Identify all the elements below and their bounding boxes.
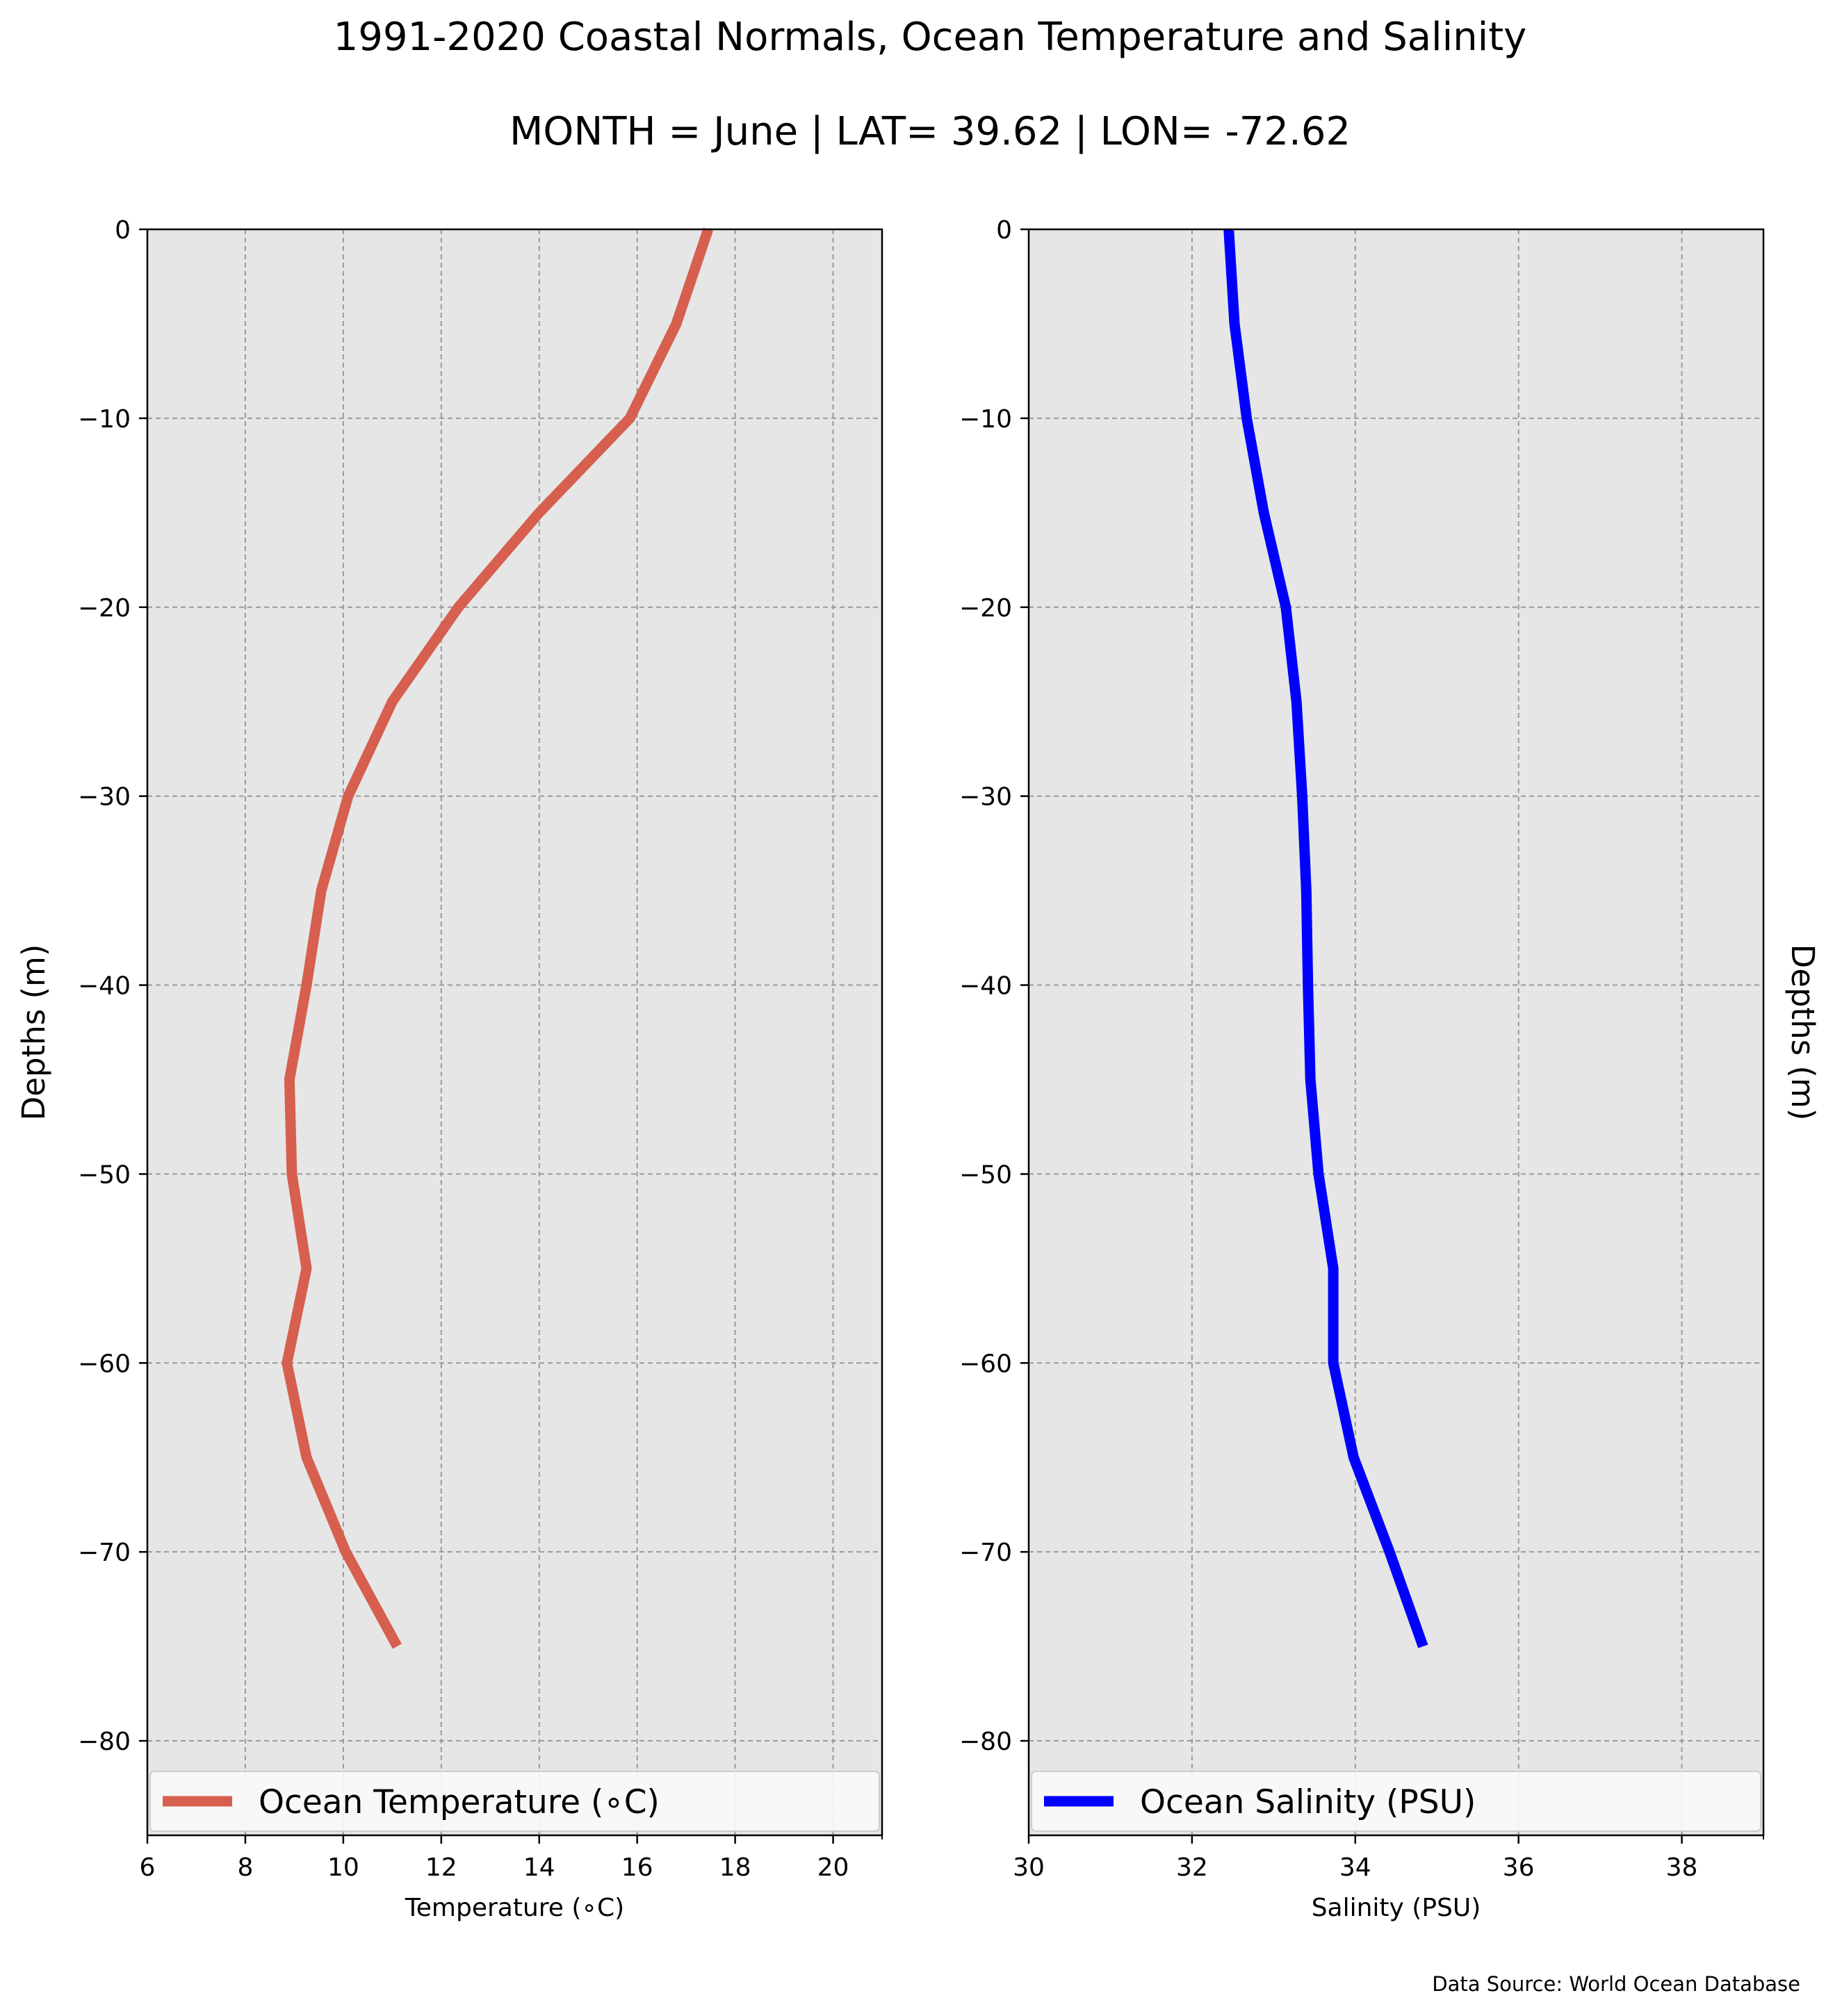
salinity-y-tick-label: −10 [959,405,1012,434]
salinity-x-tick-label: 38 [1666,1853,1698,1882]
chart-subtitle: MONTH = June | LAT= 39.62 | LON= -72.62 [510,109,1351,154]
temperature-x-tick-label: 12 [425,1853,457,1882]
temperature-plot: Ocean Temperature (∘C) 6 8 10 12 14 16 18 20 0 −10… [15,216,883,1922]
temperature-y-tick-label: 0 [115,216,131,245]
temperature-y-tick-label: −60 [78,1350,131,1378]
salinity-y-tick-label: −80 [959,1728,1012,1756]
temperature-x-tick-label: 8 [237,1853,253,1882]
salinity-axes-frame [1027,228,1765,1837]
temperature-axes-frame [146,228,883,1837]
salinity-x-axis-label: Salinity (PSU) [1312,1894,1481,1922]
salinity-x-tick-label: 36 [1503,1853,1535,1882]
temperature-y-tick-label: −50 [78,1161,131,1189]
temperature-y-tick-label: −10 [78,405,131,434]
temperature-y-tick-label: −40 [78,972,131,1001]
temperature-legend-label: Ocean Temperature (∘C) [259,1783,660,1821]
data-source-note: Data Source: World Ocean Database [1432,1972,1800,1996]
temperature-x-tick-label: 10 [327,1853,359,1882]
salinity-y-tick-label: −20 [959,594,1012,623]
chart-title: 1991-2020 Coastal Normals, Ocean Tempera… [334,15,1527,60]
temperature-x-tick-label: 18 [719,1853,751,1882]
salinity-plot-area [1029,229,1763,1835]
temperature-x-tick-label: 16 [621,1853,653,1882]
salinity-legend-label: Ocean Salinity (PSU) [1140,1783,1476,1821]
salinity-series-line [1223,229,1428,1648]
salinity-y-tick-label: −60 [959,1350,1012,1378]
temperature-y-tick-label: −80 [78,1728,131,1756]
temperature-y-tick-label: −30 [78,783,131,812]
temperature-y-tick-label: −20 [78,594,131,623]
salinity-x-tick-label: 30 [1013,1853,1045,1882]
temperature-x-axis-label: Temperature (∘C) [405,1894,624,1922]
salinity-y-tick-label: −50 [959,1161,1012,1189]
temperature-x-tick-label: 20 [817,1853,849,1882]
temperature-series-line [282,227,713,1649]
temperature-plot-area [147,229,882,1835]
salinity-plot: Ocean Salinity (PSU) 30 32 34 36 38 0 −10 −20 −30… [959,216,1821,1922]
temperature-y-tick-label: −70 [78,1539,131,1567]
salinity-legend [1031,1771,1761,1832]
salinity-y-axis-label: Depths (m) [1784,944,1821,1121]
salinity-y-tick-label: −70 [959,1539,1012,1567]
temperature-x-tick-label: 6 [140,1853,156,1882]
salinity-x-tick-label: 34 [1339,1853,1371,1882]
salinity-y-tick-label: 0 [996,216,1012,245]
salinity-x-tick-label: 32 [1176,1853,1208,1882]
temperature-y-axis-label: Depths (m) [15,944,52,1121]
salinity-y-tick-label: −40 [959,972,1012,1001]
temperature-legend [149,1771,880,1832]
temperature-x-tick-label: 14 [523,1853,555,1882]
salinity-y-tick-label: −30 [959,783,1012,812]
